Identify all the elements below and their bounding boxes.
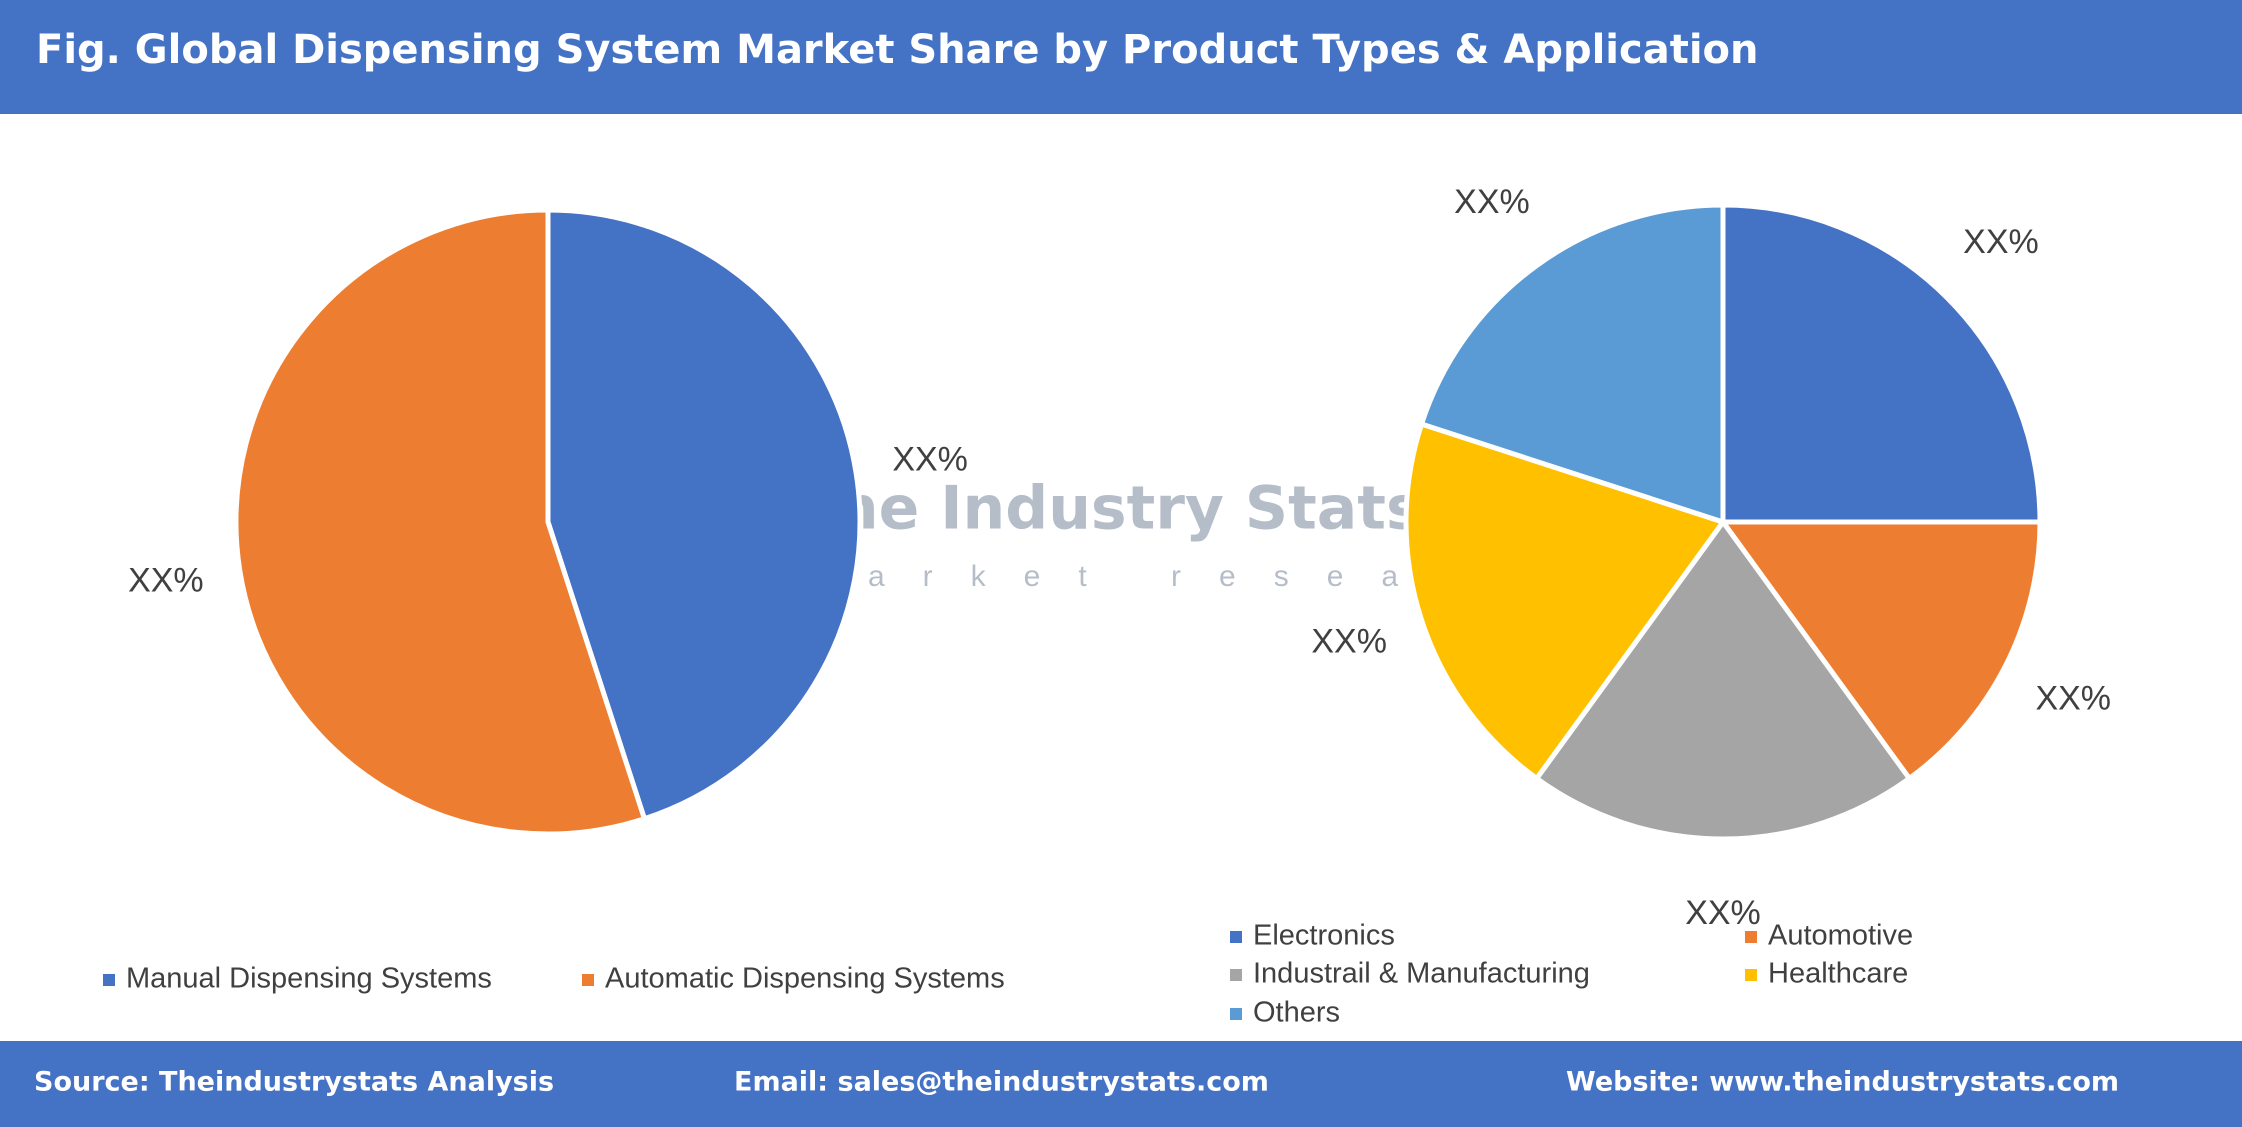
footer-source: Source: Theindustrystats Analysis xyxy=(34,1067,554,1098)
legend-swatch xyxy=(582,974,594,986)
pie-slice xyxy=(1418,202,1726,526)
legend-swatch xyxy=(1745,969,1757,981)
watermark-name: The Industry Stats xyxy=(795,474,1422,544)
pie-slice xyxy=(233,207,648,837)
pie-slice xyxy=(545,207,863,822)
data-label: XX% xyxy=(1963,223,2039,261)
legend-label: Automotive xyxy=(1768,920,1913,952)
page-title: Fig. Global Dispensing System Market Sha… xyxy=(36,27,1759,73)
footer-bar xyxy=(0,1041,2242,1127)
legend-swatch xyxy=(1230,969,1242,981)
data-label: XX% xyxy=(1454,183,1530,221)
legend-label: Industrail & Manufacturing xyxy=(1253,958,1590,990)
legend-swatch xyxy=(1230,1008,1242,1020)
data-label: XX% xyxy=(1685,894,1761,932)
header-bar xyxy=(0,0,2242,114)
pie-slice xyxy=(1718,519,2043,782)
pie-slice xyxy=(1720,202,2043,525)
legend-swatch xyxy=(1745,931,1757,943)
footer-email: Email: sales@theindustrystats.com xyxy=(734,1067,1269,1098)
data-label: XX% xyxy=(128,562,204,600)
data-label: XX% xyxy=(892,440,968,478)
data-label: XX% xyxy=(2035,679,2111,717)
legend-swatch xyxy=(103,974,115,986)
footer-website: Website: www.theindustrystats.com xyxy=(1566,1067,2119,1098)
legend-label: Automatic Dispensing Systems xyxy=(605,963,1005,995)
pie-slice xyxy=(1533,517,1913,842)
legend-swatch xyxy=(1230,931,1242,943)
legend-label: Electronics xyxy=(1253,920,1395,952)
legend-label: Others xyxy=(1253,997,1340,1029)
pie-slice xyxy=(1403,420,1728,782)
legend-label: Healthcare xyxy=(1768,958,1908,990)
data-label: XX% xyxy=(1311,622,1387,660)
legend-label: Manual Dispensing Systems xyxy=(126,963,492,995)
